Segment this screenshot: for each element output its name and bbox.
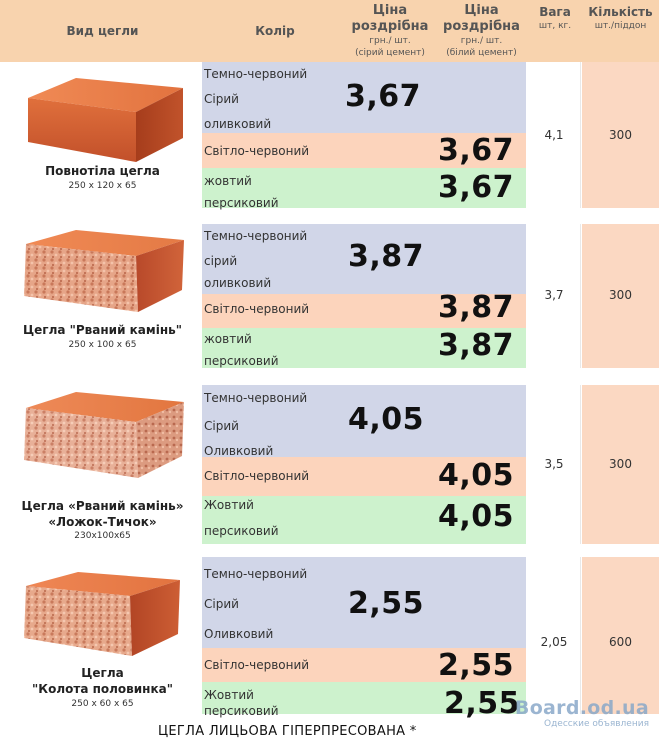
color-option: Оливковий [204,444,274,458]
header-type: Вид цегли [66,23,139,38]
brick-name: Цегла [81,666,124,680]
header-price-grey: Ціна роздрібна грн./ шт. (сірий цемент) [351,3,429,58]
color-option: Оливковий [204,627,274,641]
color-option: Жовтий [204,498,254,512]
header-color: Колір [255,23,295,38]
qty-cell-1: 300 [582,62,659,208]
green-band [202,328,526,368]
watermark-logo: Board.od.ua [514,697,649,719]
brick-row-2: Цегла "Рваний камінь" 250 x 100 x 65 [0,222,200,362]
pink-band [202,648,526,682]
qty-value: 300 [609,288,632,302]
watermark: Board.od.ua Одесские объявления [515,697,649,729]
solid-brick-image [28,78,183,162]
brick-size: 250 x 120 x 65 [68,181,137,191]
weight-value: 3,5 [544,457,564,471]
price-yellow: 3,67 [438,170,515,205]
qty-value: 600 [609,635,632,649]
price-light-red: 2,55 [438,648,515,683]
color-option: Сірий [204,419,239,433]
color-option: персиковий [204,354,279,368]
color-option: оливковий [204,276,272,290]
color-option: Сірий [204,597,239,611]
brick-name: Цегла "Рваний камінь" [23,323,182,337]
grey-band [202,224,526,294]
brick-size: 250 x 100 x 65 [68,340,137,350]
color-option: Темно-червоний [204,391,308,405]
color-option: жовтий [204,174,252,188]
header-qty: Кількість шт./піддон [588,5,653,31]
weight-value: 2,05 [540,635,568,649]
brick-name-line-2: "Колота половинка" [32,682,173,696]
qty-cell-3: 300 [582,385,659,544]
brick-name: Цегла «Рваний камінь» [21,499,184,513]
qty-cell-2: 300 [582,224,659,368]
brick-size: 250 x 60 x 65 [71,699,134,709]
qty-value: 300 [609,128,632,142]
brick-row-3: Цегла «Рваний камінь» «Ложок-Тичок» 230x… [0,380,200,550]
weight-value: 3,7 [544,288,564,302]
price-yellow: 2,55 [444,686,521,721]
qty-cell-4: 600 [582,557,659,714]
price-group-3: Темно-червоний Сірий Оливковий Світло-че… [202,385,526,544]
table-header: Вид цегли Колір Ціна роздрібна грн./ шт.… [0,0,659,62]
price-light-red: 3,87 [438,290,515,325]
price-group-1: Темно-червоний Сірий оливковий Світло-че… [202,62,526,210]
watermark-subtitle: Одесские объявления [544,719,649,729]
color-option: Сірий [204,92,239,106]
price-light-red: 3,67 [438,133,515,168]
price-group-2: Темно-червоний сірий оливковий Світло-че… [202,224,526,368]
qty-value: 300 [609,457,632,471]
rough-stone-brick-image [24,230,184,312]
price-yellow: 3,87 [438,328,515,363]
color-option: сірий [204,254,238,268]
brick-name: Повнотіла цегла [45,164,160,178]
stretcher-header-brick-image [24,392,184,478]
color-option: Світло-червоний [204,302,310,316]
grey-band [202,62,526,133]
color-option: Світло-червоний [204,469,310,483]
pink-band [202,133,526,168]
color-option: персиковий [204,524,279,538]
color-option: персиковий [204,704,279,718]
price-grey-cement: 3,87 [348,239,425,274]
color-option: Жовтий [204,688,254,702]
header-weight: Вага шт, кг. [538,5,572,31]
weight-cell-2: 3,7 [528,224,581,368]
color-option: оливковий [204,117,272,131]
grey-band [202,557,526,648]
green-band [202,496,526,544]
color-option: Темно-червоний [204,67,308,81]
price-yellow: 4,05 [438,499,515,534]
color-option: Темно-червоний [204,567,308,581]
footer-title: ЦЕГЛА ЛИЦЬОВА ГІПЕРПРЕСОВАНА * [158,724,417,739]
green-band [202,682,526,714]
brick-row-1: Повнотіла цегла 250 x 120 x 65 [0,66,200,216]
price-grey-cement: 3,67 [345,79,422,114]
color-option: Світло-червоний [204,144,310,158]
weight-cell-3: 3,5 [528,385,581,544]
header-price-white: Ціна роздрібна грн./ шт. (білий цемент) [443,3,520,58]
price-light-red: 4,05 [438,458,515,493]
color-option: Світло-червоний [204,658,310,672]
weight-value: 4,1 [544,128,564,142]
weight-cell-4: 2,05 [528,557,581,714]
price-group-4: Темно-червоний Сірий Оливковий Світло-че… [202,557,526,720]
price-grey-cement: 4,05 [348,402,425,437]
brick-size: 230x100x65 [74,531,131,541]
brick-name-line-2: «Ложок-Тичок» [48,515,157,529]
price-grey-cement: 2,55 [348,586,425,621]
split-half-brick-image [24,572,180,656]
color-option: Темно-червоний [204,229,308,243]
weight-cell-1: 4,1 [528,62,581,208]
color-option: персиковий [204,196,279,210]
brick-row-4: Цегла "Колота половинка" 250 x 60 x 65 [0,560,200,720]
green-band [202,168,526,208]
pink-band [202,457,526,496]
pink-band [202,294,526,328]
grey-band [202,385,526,457]
color-option: жовтий [204,332,252,346]
